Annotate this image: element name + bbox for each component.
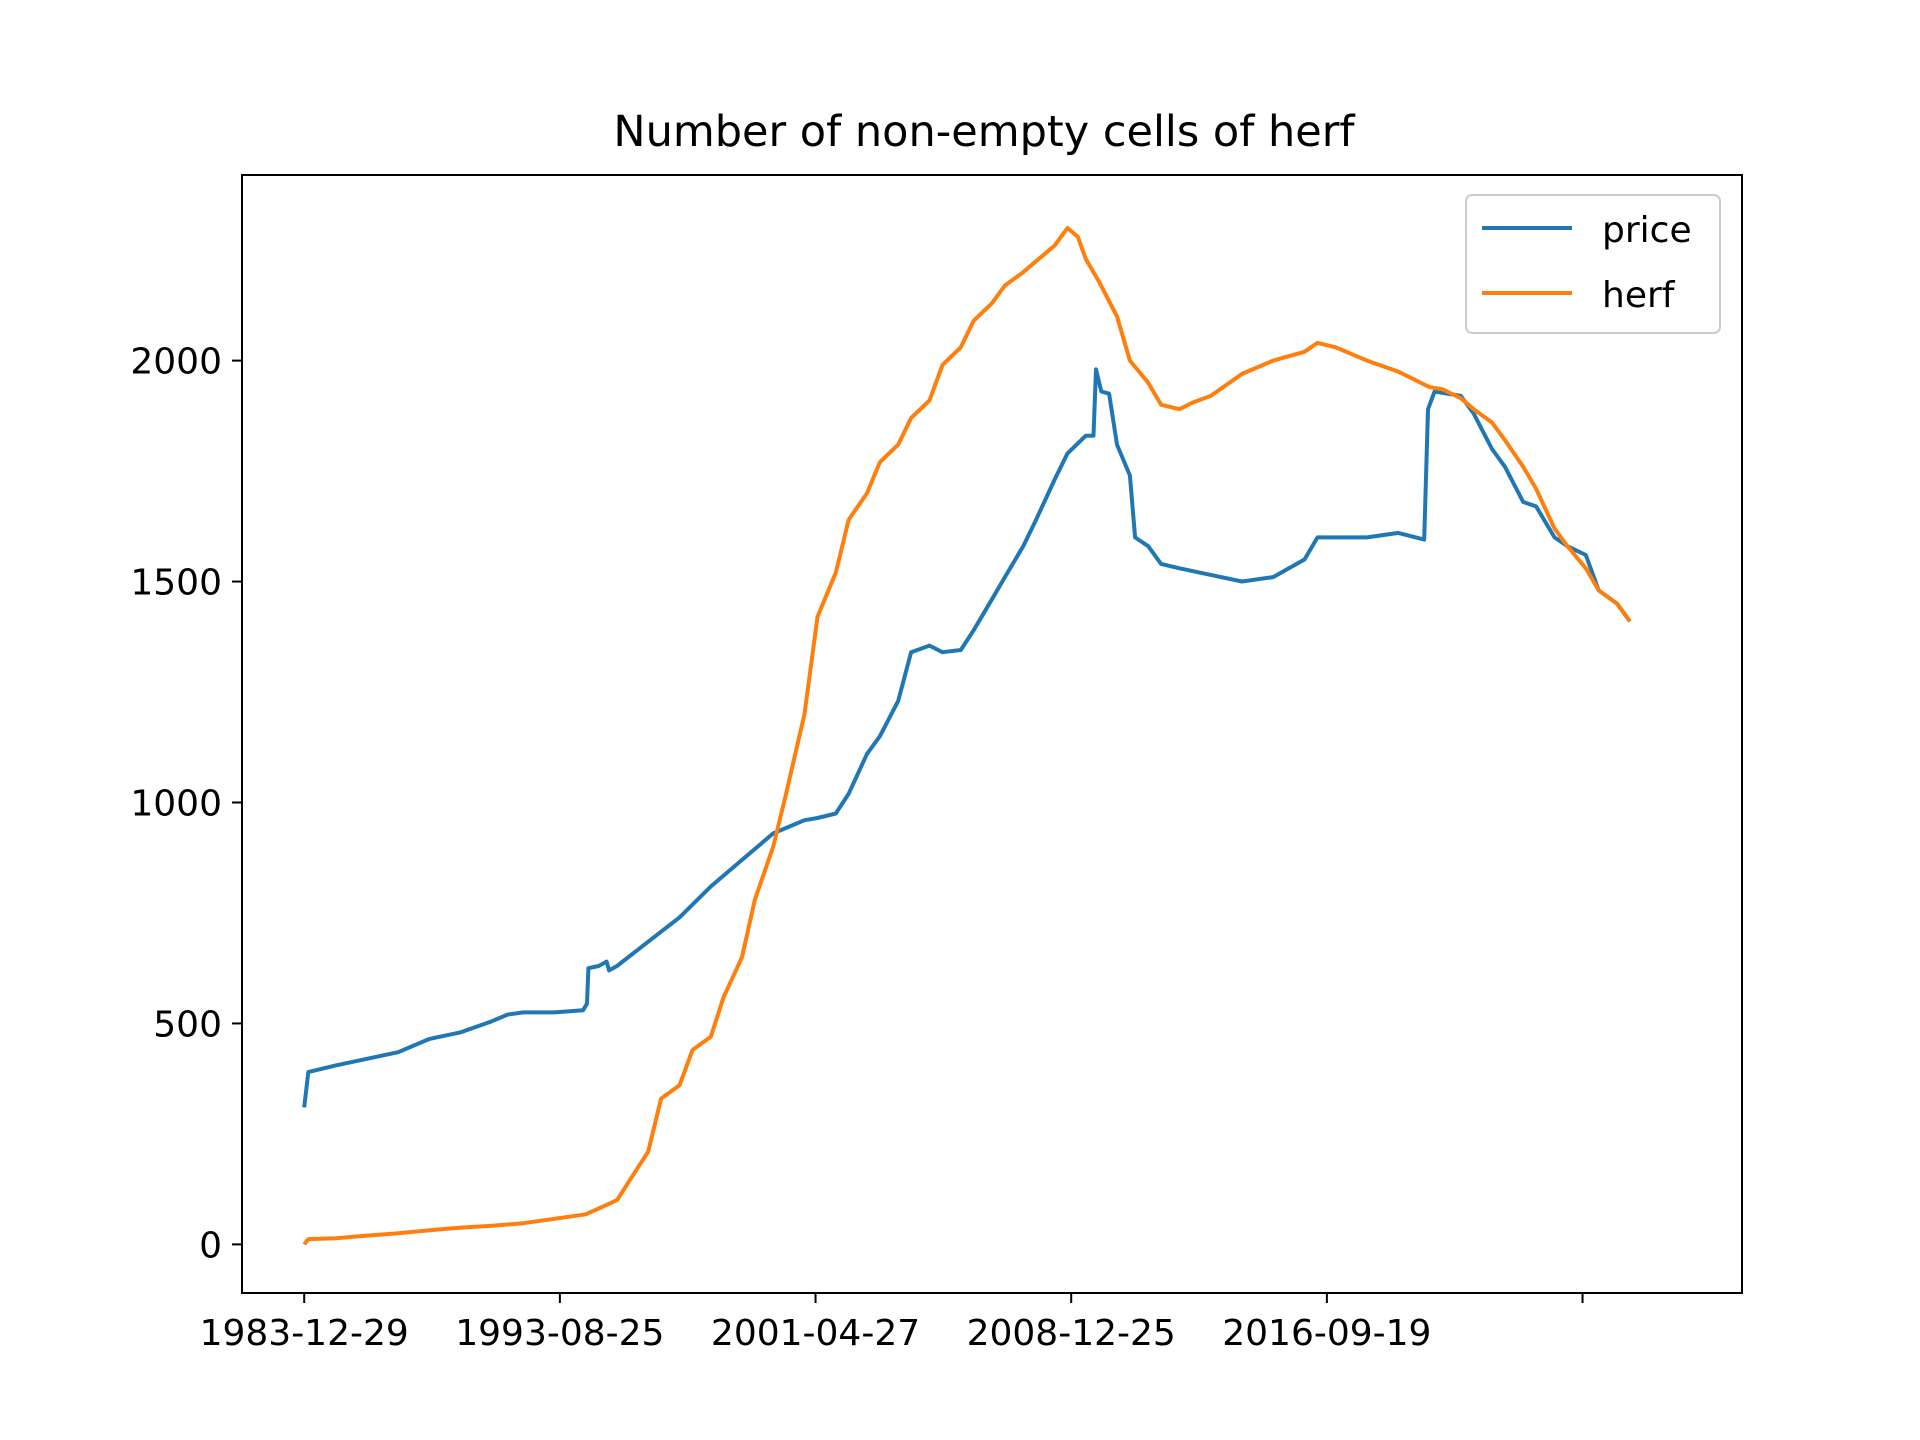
x-tick-label: 1993-08-25 xyxy=(455,1313,664,1354)
y-axis: 0 500 1000 1500 2000 xyxy=(130,342,242,1266)
y-tick-label: 1500 xyxy=(130,563,222,604)
plot-lines xyxy=(302,226,1632,1246)
x-axis: 1983-12-29 1993-08-25 2001-04-27 2008-12-25… xyxy=(200,1293,1584,1354)
y-tick-label: 0 xyxy=(199,1225,222,1266)
x-tick-label: 1983-12-29 xyxy=(200,1313,409,1354)
y-tick-label: 2000 xyxy=(130,342,222,383)
y-tick-label: 500 xyxy=(153,1004,222,1045)
series-line-price xyxy=(302,367,1632,1108)
y-tick-label: 1000 xyxy=(130,783,222,824)
series-line-herf xyxy=(302,226,1632,1246)
x-tick-label: 2001-04-27 xyxy=(711,1313,920,1354)
legend: price herf xyxy=(1465,194,1721,334)
x-tick-label: 2016-09-19 xyxy=(1222,1313,1431,1354)
chart-title: Number of non-empty cells of herf xyxy=(613,107,1355,157)
legend-label-price: price xyxy=(1602,210,1692,251)
legend-label-herf: herf xyxy=(1602,275,1676,316)
axes-frame xyxy=(241,174,1743,1294)
x-tick-label: 2008-12-25 xyxy=(967,1313,1176,1354)
